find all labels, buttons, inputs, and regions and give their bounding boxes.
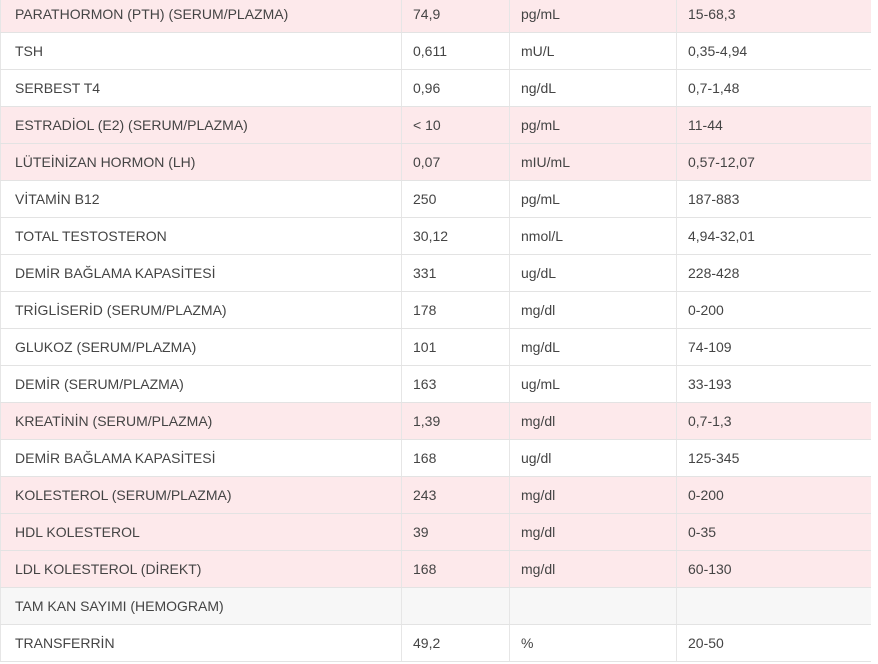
result-cell: 0,07 bbox=[401, 143, 510, 181]
unit-cell: mU/L bbox=[509, 32, 677, 70]
reference-range-cell: 0-35 bbox=[676, 513, 871, 551]
reference-range-cell: 0,7-1,48 bbox=[676, 69, 871, 107]
test-name-cell: KOLESTEROL (SERUM/PLAZMA) bbox=[0, 476, 402, 514]
unit-cell bbox=[509, 587, 677, 625]
test-name-cell: TAM KAN SAYIMI (HEMOGRAM) bbox=[0, 587, 402, 625]
test-name-cell: LÜTEİNİZAN HORMON (LH) bbox=[0, 143, 402, 181]
table-row: KREATİNİN (SERUM/PLAZMA) 1,39 mg/dl 0,7-1,3 bbox=[0, 402, 871, 440]
result-cell bbox=[401, 587, 510, 625]
table-row: DEMİR (SERUM/PLAZMA) 163 ug/mL 33-193 bbox=[0, 365, 871, 403]
table-row: GLUKOZ (SERUM/PLAZMA) 101 mg/dL 74-109 bbox=[0, 328, 871, 366]
reference-range-cell: 228-428 bbox=[676, 254, 871, 292]
reference-range-cell: 0-200 bbox=[676, 291, 871, 329]
reference-range-cell: 33-193 bbox=[676, 365, 871, 403]
reference-range-cell: 0-200 bbox=[676, 476, 871, 514]
table-row: LÜTEİNİZAN HORMON (LH) 0,07 mIU/mL 0,57-12,… bbox=[0, 143, 871, 181]
unit-cell: ng/dL bbox=[509, 69, 677, 107]
reference-range-cell: 11-44 bbox=[676, 106, 871, 144]
result-cell: 101 bbox=[401, 328, 510, 366]
table-row: TOTAL TESTOSTERON 30,12 nmol/L 4,94-32,01 bbox=[0, 217, 871, 255]
result-cell: 250 bbox=[401, 180, 510, 218]
unit-cell: pg/mL bbox=[509, 106, 677, 144]
unit-cell: pg/mL bbox=[509, 0, 677, 33]
unit-cell: pg/mL bbox=[509, 180, 677, 218]
table-row: KOLESTEROL (SERUM/PLAZMA) 243 mg/dl 0-200 bbox=[0, 476, 871, 514]
test-name-cell: TRİGLİSERİD (SERUM/PLAZMA) bbox=[0, 291, 402, 329]
reference-range-cell: 0,7-1,3 bbox=[676, 402, 871, 440]
reference-range-cell: 60-130 bbox=[676, 550, 871, 588]
table-row: HDL KOLESTEROL 39 mg/dl 0-35 bbox=[0, 513, 871, 551]
test-name-cell: TOTAL TESTOSTERON bbox=[0, 217, 402, 255]
unit-cell: mg/dL bbox=[509, 328, 677, 366]
table-row: ESTRADİOL (E2) (SERUM/PLAZMA) < 10 pg/mL 11… bbox=[0, 106, 871, 144]
reference-range-cell: 15-68,3 bbox=[676, 0, 871, 33]
unit-cell: ug/dL bbox=[509, 254, 677, 292]
unit-cell: ug/dl bbox=[509, 439, 677, 477]
reference-range-cell: 74-109 bbox=[676, 328, 871, 366]
test-name-cell: HDL KOLESTEROL bbox=[0, 513, 402, 551]
test-name-cell: PARATHORMON (PTH) (SERUM/PLAZMA) bbox=[0, 0, 402, 33]
unit-cell: nmol/L bbox=[509, 217, 677, 255]
test-name-cell: KREATİNİN (SERUM/PLAZMA) bbox=[0, 402, 402, 440]
test-name-cell: ESTRADİOL (E2) (SERUM/PLAZMA) bbox=[0, 106, 402, 144]
unit-cell: mg/dl bbox=[509, 513, 677, 551]
test-name-cell: DEMİR (SERUM/PLAZMA) bbox=[0, 365, 402, 403]
reference-range-cell: 0,35-4,94 bbox=[676, 32, 871, 70]
test-name-cell: DEMİR BAĞLAMA KAPASİTESİ bbox=[0, 439, 402, 477]
result-cell: 168 bbox=[401, 439, 510, 477]
unit-cell: mg/dl bbox=[509, 550, 677, 588]
result-cell: 0,611 bbox=[401, 32, 510, 70]
result-cell: 30,12 bbox=[401, 217, 510, 255]
table-row: VİTAMİN B12 250 pg/mL 187-883 bbox=[0, 180, 871, 218]
unit-cell: % bbox=[509, 624, 677, 662]
test-name-cell: VİTAMİN B12 bbox=[0, 180, 402, 218]
table-row: TRİGLİSERİD (SERUM/PLAZMA) 178 mg/dl 0-200 bbox=[0, 291, 871, 329]
table-row: PARATHORMON (PTH) (SERUM/PLAZMA) 74,9 pg/m… bbox=[0, 0, 871, 33]
reference-range-cell: 4,94-32,01 bbox=[676, 217, 871, 255]
table-row: TSH 0,611 mU/L 0,35-4,94 bbox=[0, 32, 871, 70]
result-cell: 0,96 bbox=[401, 69, 510, 107]
unit-cell: mg/dl bbox=[509, 476, 677, 514]
test-name-cell: LDL KOLESTEROL (DİREKT) bbox=[0, 550, 402, 588]
reference-range-cell: 0,57-12,07 bbox=[676, 143, 871, 181]
result-cell: 39 bbox=[401, 513, 510, 551]
result-cell: 331 bbox=[401, 254, 510, 292]
result-cell: 243 bbox=[401, 476, 510, 514]
table-row: SERBEST T4 0,96 ng/dL 0,7-1,48 bbox=[0, 69, 871, 107]
reference-range-cell: 125-345 bbox=[676, 439, 871, 477]
test-name-cell: TSH bbox=[0, 32, 402, 70]
result-cell: 1,39 bbox=[401, 402, 510, 440]
result-cell: 178 bbox=[401, 291, 510, 329]
unit-cell: ug/mL bbox=[509, 365, 677, 403]
unit-cell: mg/dl bbox=[509, 291, 677, 329]
unit-cell: mg/dl bbox=[509, 402, 677, 440]
section-header-row: TAM KAN SAYIMI (HEMOGRAM) bbox=[0, 587, 871, 625]
reference-range-cell: 20-50 bbox=[676, 624, 871, 662]
reference-range-cell bbox=[676, 587, 871, 625]
result-cell: 49,2 bbox=[401, 624, 510, 662]
result-cell: < 10 bbox=[401, 106, 510, 144]
test-name-cell: DEMİR BAĞLAMA KAPASİTESİ bbox=[0, 254, 402, 292]
result-cell: 168 bbox=[401, 550, 510, 588]
result-cell: 74,9 bbox=[401, 0, 510, 33]
reference-range-cell: 187-883 bbox=[676, 180, 871, 218]
table-row: TRANSFERRİN 49,2% 20-50 bbox=[0, 624, 871, 662]
test-name-cell: SERBEST T4 bbox=[0, 69, 402, 107]
table-row: DEMİR BAĞLAMA KAPASİTESİ 168 ug/dl 125-345 bbox=[0, 439, 871, 477]
table-row: DEMİR BAĞLAMA KAPASİTESİ 331 ug/dL 228-428 bbox=[0, 254, 871, 292]
table-row: LDL KOLESTEROL (DİREKT) 168 mg/dl 60-130 bbox=[0, 550, 871, 588]
unit-cell: mIU/mL bbox=[509, 143, 677, 181]
result-cell: 163 bbox=[401, 365, 510, 403]
test-name-cell: GLUKOZ (SERUM/PLAZMA) bbox=[0, 328, 402, 366]
test-name-cell: TRANSFERRİN bbox=[0, 624, 402, 662]
